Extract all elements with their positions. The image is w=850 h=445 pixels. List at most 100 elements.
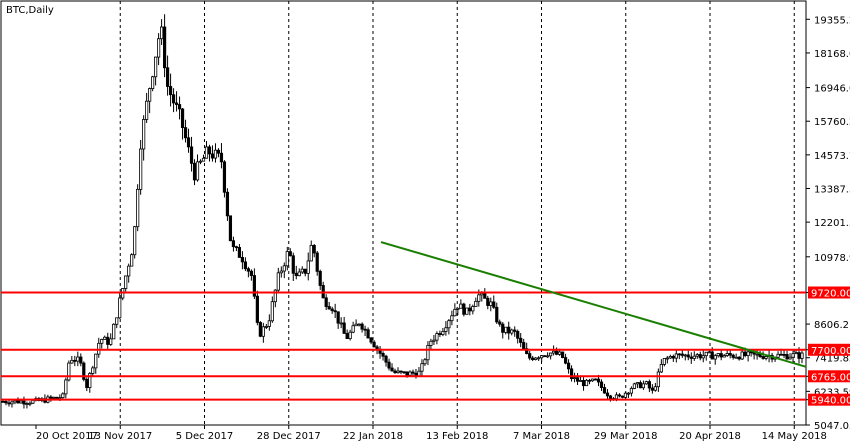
candle-body <box>707 351 711 354</box>
candle-body <box>540 355 544 359</box>
candle-body <box>348 331 352 339</box>
candle-body <box>501 323 505 333</box>
candle-body <box>246 268 250 272</box>
candle-body <box>103 336 107 340</box>
candle-body <box>632 383 637 389</box>
candle-body <box>638 382 643 389</box>
candle-body <box>626 392 631 395</box>
candle-body <box>162 26 167 69</box>
candle-body <box>94 353 98 369</box>
candle-body <box>405 371 409 376</box>
candle-body <box>160 26 164 40</box>
candle-body <box>650 387 654 391</box>
candle-body <box>130 254 134 267</box>
y-tick-label: 12201.35 <box>814 218 850 229</box>
candle-body <box>656 371 660 388</box>
candle-body <box>387 361 391 369</box>
chart-title: BTC,Daily <box>6 5 54 16</box>
candle-body <box>584 379 589 387</box>
candle-body <box>22 400 26 405</box>
y-tick-label: 6233.59 <box>814 387 850 398</box>
candle-body <box>381 352 385 357</box>
candle-body <box>165 67 170 87</box>
candle-body <box>133 226 137 256</box>
candle-body <box>16 400 20 404</box>
candle-body <box>258 322 262 337</box>
candle-body <box>25 403 29 405</box>
candle-body <box>677 353 681 356</box>
candle-body <box>240 257 245 263</box>
candle-body <box>695 354 699 357</box>
x-tick-label: 5 Dec 2017 <box>176 431 234 442</box>
candle-body <box>270 301 274 322</box>
candle-body <box>366 329 370 339</box>
candle-body <box>234 246 239 249</box>
candle-body <box>124 275 128 289</box>
candle-body <box>55 396 59 399</box>
candle-body <box>171 94 176 104</box>
candle-body <box>713 355 717 360</box>
candle-body <box>79 356 83 364</box>
candle-body <box>587 379 592 382</box>
candle-body <box>522 342 526 350</box>
candle-body <box>408 371 412 376</box>
candle-body <box>204 146 209 159</box>
candle-body <box>136 188 140 228</box>
candle-body <box>180 108 185 128</box>
candle-body <box>510 329 514 334</box>
candle-body <box>513 329 517 332</box>
candle-body <box>423 359 427 365</box>
candle-body <box>534 357 538 360</box>
candle-body <box>216 149 221 154</box>
candle-body <box>710 351 714 360</box>
level-badge <box>808 393 850 406</box>
candle-body <box>456 307 460 310</box>
candle-body <box>154 56 158 78</box>
candle-body <box>578 380 583 382</box>
y-tick-label: 15760.25 <box>814 117 850 128</box>
candle-body <box>641 383 645 389</box>
plot-area <box>0 0 807 426</box>
candle-body <box>722 355 726 358</box>
candle-body <box>399 370 403 373</box>
candle-body <box>683 354 687 357</box>
candle-body <box>620 395 625 398</box>
candle-body <box>617 394 622 397</box>
trendline[interactable] <box>380 241 807 368</box>
candle-body <box>142 119 146 150</box>
candle-body <box>183 127 188 139</box>
level-badge <box>808 343 850 356</box>
candle-body <box>563 357 568 364</box>
candle-body <box>668 355 672 359</box>
candle-body <box>384 355 388 363</box>
candle-body <box>186 137 191 148</box>
candle-body <box>70 359 74 364</box>
candle-body <box>605 392 610 397</box>
candle-body <box>453 308 457 317</box>
candle-body <box>698 354 702 359</box>
candle-body <box>315 252 319 272</box>
candle-body <box>528 353 532 359</box>
candle-body <box>100 339 104 344</box>
candle-body <box>297 271 301 277</box>
candle-body <box>106 336 110 345</box>
x-tick-label: 29 Mar 2018 <box>594 431 657 442</box>
y-tick-label: 5047.05 <box>814 421 850 432</box>
candle-body <box>390 367 394 372</box>
candle-body <box>519 337 523 343</box>
level-badge-label: 6765.00 <box>811 372 850 383</box>
candle-body <box>629 388 634 394</box>
candle-body <box>396 370 400 374</box>
candle-body <box>435 333 439 341</box>
candle-body <box>61 393 65 399</box>
candle-body <box>237 247 242 258</box>
vertical-gridlines <box>119 1 795 425</box>
candle-body <box>49 396 53 399</box>
level-badge-label: 7700.00 <box>811 346 850 357</box>
candle-body <box>474 300 478 307</box>
candle-body <box>52 396 56 399</box>
candle-body <box>731 354 735 358</box>
candle-body <box>797 352 801 359</box>
candle-body <box>680 353 684 356</box>
x-tick-label: 13 Nov 2017 <box>88 431 152 442</box>
